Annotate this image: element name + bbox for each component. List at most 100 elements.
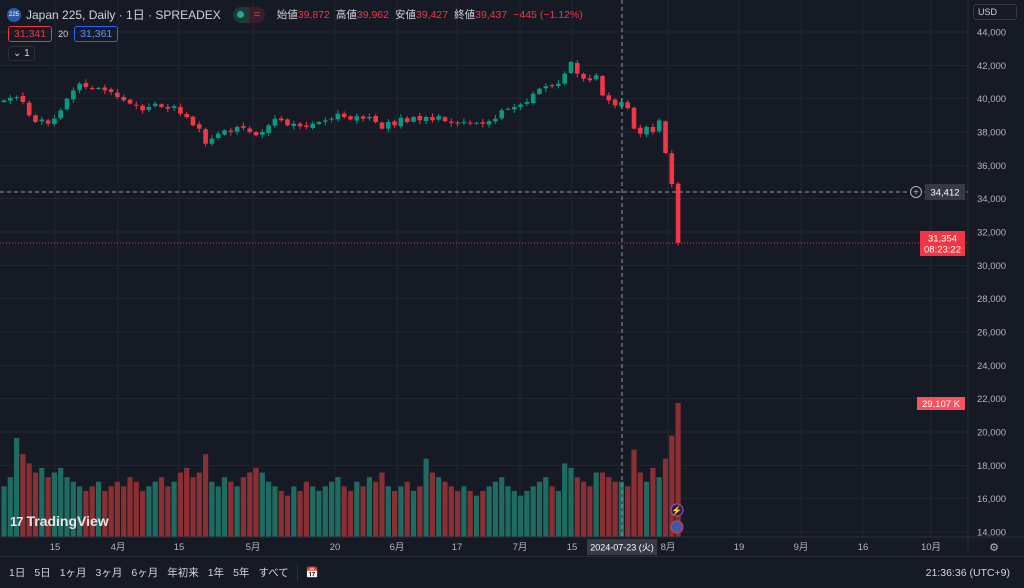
candle[interactable] bbox=[486, 121, 492, 125]
candle[interactable] bbox=[549, 85, 555, 87]
candle[interactable] bbox=[600, 76, 605, 96]
range-0[interactable]: 1日 bbox=[9, 567, 26, 579]
candle[interactable] bbox=[310, 123, 315, 128]
range-7[interactable]: 5年 bbox=[233, 567, 250, 579]
candle[interactable] bbox=[625, 102, 630, 109]
candle[interactable] bbox=[379, 122, 385, 129]
candle[interactable] bbox=[430, 117, 435, 121]
candle[interactable] bbox=[638, 127, 643, 134]
candle[interactable] bbox=[436, 116, 441, 120]
candle[interactable] bbox=[278, 118, 284, 121]
candle[interactable] bbox=[644, 127, 649, 135]
market-status[interactable]: = bbox=[232, 6, 265, 23]
add-alert-plus-icon[interactable] bbox=[910, 186, 922, 198]
candle[interactable] bbox=[329, 118, 334, 120]
candle[interactable] bbox=[159, 104, 164, 107]
candle[interactable] bbox=[272, 118, 278, 126]
candle[interactable] bbox=[203, 129, 208, 144]
candle[interactable] bbox=[663, 121, 668, 153]
candle[interactable] bbox=[20, 96, 26, 102]
range-3[interactable]: 3ヶ月 bbox=[95, 567, 123, 579]
range-4[interactable]: 6ヶ月 bbox=[131, 567, 159, 579]
candle[interactable] bbox=[58, 110, 63, 119]
candle[interactable] bbox=[234, 127, 240, 132]
candle[interactable] bbox=[386, 122, 391, 129]
candle[interactable] bbox=[297, 123, 303, 127]
candle[interactable] bbox=[165, 107, 171, 109]
candle[interactable] bbox=[178, 107, 183, 114]
candle[interactable] bbox=[449, 121, 454, 123]
candle[interactable] bbox=[209, 138, 215, 144]
candle[interactable] bbox=[392, 121, 397, 126]
candle[interactable] bbox=[64, 98, 70, 110]
candle[interactable] bbox=[423, 117, 429, 121]
candle[interactable] bbox=[373, 116, 378, 122]
candle[interactable] bbox=[593, 75, 599, 80]
candle[interactable] bbox=[398, 117, 404, 127]
candle[interactable] bbox=[190, 116, 196, 126]
candle[interactable] bbox=[33, 115, 38, 122]
candle[interactable] bbox=[543, 86, 549, 89]
candle[interactable] bbox=[354, 116, 360, 121]
candle[interactable] bbox=[518, 104, 523, 108]
candle[interactable] bbox=[467, 122, 473, 124]
candle[interactable] bbox=[127, 99, 133, 104]
candle[interactable] bbox=[335, 113, 341, 120]
candle[interactable] bbox=[669, 153, 675, 184]
candle[interactable] bbox=[146, 107, 152, 110]
candle[interactable] bbox=[524, 102, 530, 104]
candle[interactable] bbox=[562, 73, 567, 84]
candle[interactable] bbox=[499, 110, 504, 119]
candle[interactable] bbox=[241, 126, 246, 128]
candle[interactable] bbox=[587, 78, 593, 81]
candle[interactable] bbox=[304, 125, 309, 128]
candle[interactable] bbox=[96, 87, 101, 89]
candle[interactable] bbox=[215, 133, 221, 138]
candle[interactable] bbox=[417, 116, 423, 121]
candle[interactable] bbox=[568, 62, 574, 73]
candle[interactable] bbox=[556, 83, 561, 86]
symbol-title[interactable]: Japan 225, Daily · 1日 · SPREADEX bbox=[26, 8, 221, 22]
range-6[interactable]: 1年 bbox=[207, 567, 225, 579]
candle[interactable] bbox=[184, 114, 189, 117]
us-flag-event-icon[interactable] bbox=[670, 520, 684, 534]
candle[interactable] bbox=[152, 103, 158, 106]
candle[interactable] bbox=[247, 128, 252, 133]
candle[interactable] bbox=[77, 83, 82, 91]
candle[interactable] bbox=[619, 102, 624, 107]
candle[interactable] bbox=[530, 93, 536, 103]
candle[interactable] bbox=[71, 90, 76, 100]
candle[interactable] bbox=[612, 99, 618, 106]
candle[interactable] bbox=[260, 132, 265, 135]
range-8[interactable]: すべて bbox=[258, 567, 289, 579]
candle[interactable] bbox=[404, 118, 410, 122]
candle[interactable] bbox=[14, 97, 19, 98]
candle[interactable] bbox=[52, 118, 57, 124]
candle[interactable] bbox=[253, 132, 259, 136]
candle[interactable] bbox=[115, 92, 120, 97]
candle[interactable] bbox=[45, 120, 51, 124]
candle[interactable] bbox=[140, 105, 145, 111]
candle[interactable] bbox=[285, 119, 290, 126]
candle[interactable] bbox=[537, 88, 542, 94]
candle[interactable] bbox=[26, 102, 32, 116]
candle[interactable] bbox=[39, 119, 45, 122]
buy-button[interactable]: 31,361 bbox=[74, 26, 119, 42]
range-1[interactable]: 5日 bbox=[34, 567, 51, 579]
candle[interactable] bbox=[581, 74, 586, 79]
candle[interactable] bbox=[575, 63, 580, 74]
candle[interactable] bbox=[650, 127, 656, 132]
candle[interactable] bbox=[8, 97, 13, 101]
candle[interactable] bbox=[505, 108, 511, 110]
settings-gear-icon[interactable]: ⚙ bbox=[989, 542, 999, 554]
range-2[interactable]: 1ヶ月 bbox=[59, 567, 87, 579]
candle[interactable] bbox=[134, 104, 139, 106]
candle[interactable] bbox=[442, 117, 448, 122]
range-5[interactable]: 年初来 bbox=[167, 567, 199, 579]
candle[interactable] bbox=[121, 97, 126, 101]
candle[interactable] bbox=[512, 107, 517, 110]
tradingview-logo[interactable]: 17 TradingView bbox=[10, 513, 109, 529]
candle[interactable] bbox=[631, 107, 637, 129]
candle[interactable] bbox=[455, 122, 460, 124]
sell-button[interactable]: 31,341 bbox=[8, 26, 53, 42]
